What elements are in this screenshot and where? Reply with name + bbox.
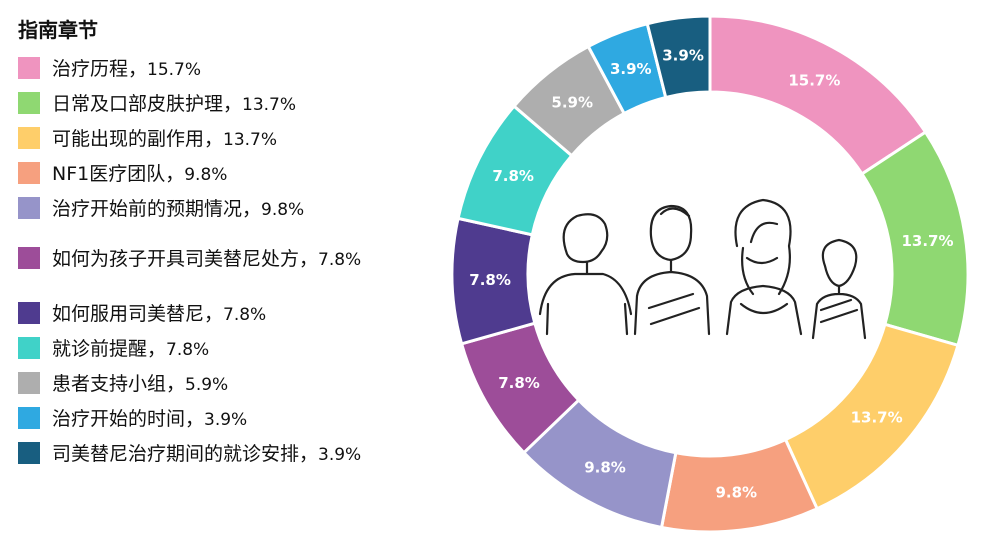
slice-label: 5.9% [551,93,593,111]
legend-category: 患者支持小组， [52,373,186,395]
legend-value: 5.9% [185,375,229,395]
slice-label: 9.8% [584,458,626,476]
family-illustration [538,198,867,340]
legend-label: 治疗历程，15.7% [52,54,201,81]
legend-swatch [18,371,40,394]
legend-category: 如何为孩子开具司美替尼处方， [52,248,319,270]
legend-value: 9.8% [184,165,228,185]
slice-label: 9.8% [715,483,757,501]
slice-label: 3.9% [662,47,704,65]
slice-label: 13.7% [851,409,903,427]
legend-item: 治疗开始前的预期情况，9.8% [18,194,304,221]
legend-swatch [18,161,40,184]
legend-value: 9.8% [261,200,305,220]
legend-label: 司美替尼治疗期间的就诊安排，3.9% [52,439,361,466]
legend-category: 治疗历程， [52,58,148,80]
legend-item: 患者支持小组，5.9% [18,369,228,396]
slice-label: 15.7% [788,71,840,89]
legend-item: 如何服用司美替尼，7.8% [18,299,266,326]
legend-label: 可能出现的副作用，13.7% [52,124,277,151]
legend-swatch [18,301,40,324]
legend-swatch [18,406,40,429]
legend-label: 治疗开始的时间，3.9% [52,404,247,431]
legend-swatch [18,91,40,114]
legend-value: 7.8% [223,305,267,325]
legend-label: 日常及口部皮肤护理，13.7% [52,89,296,116]
donut-chart: 15.7% 13.7% 13.7% 9.8% 9.8% 7.8% 7.8% 7.8% 5.9% 3… [450,14,970,534]
legend-value: 13.7% [242,95,297,115]
slice-label: 7.8% [469,271,511,289]
legend-item: 日常及口部皮肤护理，13.7% [18,89,296,116]
legend-category: NF1医疗团队， [52,163,185,185]
slice-label: 13.7% [901,232,953,250]
legend-label: 如何服用司美替尼，7.8% [52,299,266,326]
legend-item: 司美替尼治疗期间的就诊安排，3.9% [18,439,361,466]
legend-item: 可能出现的副作用，13.7% [18,124,277,151]
donut-slice [708,14,928,176]
legend-value: 3.9% [204,410,248,430]
legend-swatch [18,336,40,359]
donut-slices [450,14,970,534]
legend-value: 7.8% [166,340,210,360]
slice-label: 7.8% [492,167,534,185]
legend-item: NF1医疗团队，9.8% [18,159,227,186]
legend-value: 3.9% [318,445,362,465]
legend-category: 就诊前提醒， [52,338,167,360]
legend-title: 指南章节 [18,18,98,42]
legend-label: 患者支持小组，5.9% [52,369,228,396]
legend-item: 治疗历程，15.7% [18,54,201,81]
legend-label: 如何为孩子开具司美替尼处方，7.8% [52,244,361,271]
legend-category: 可能出现的副作用， [52,128,224,150]
donut-slice [645,14,712,100]
legend-category: 日常及口部皮肤护理， [52,93,243,115]
legend-value: 13.7% [223,130,278,150]
slice-labels: 15.7% 13.7% 13.7% 9.8% 9.8% 7.8% 7.8% 7.8% 5.9% 3… [469,47,953,502]
slice-label: 3.9% [610,60,652,78]
legend-category: 治疗开始前的预期情况， [52,198,262,220]
legend-swatch [18,126,40,149]
legend-label: NF1医疗团队，9.8% [52,159,227,186]
legend-item: 如何为孩子开具司美替尼处方，7.8% [18,244,361,271]
slice-label: 7.8% [498,374,540,392]
legend-swatch [18,441,40,464]
legend-label: 治疗开始前的预期情况，9.8% [52,194,304,221]
legend-swatch [18,56,40,79]
legend-value: 15.7% [147,60,202,80]
legend-item: 就诊前提醒，7.8% [18,334,209,361]
legend-item: 治疗开始的时间，3.9% [18,404,247,431]
legend-swatch [18,246,40,269]
legend-category: 治疗开始的时间， [52,408,205,430]
legend-category: 如何服用司美替尼， [52,303,224,325]
legend-category: 司美替尼治疗期间的就诊安排， [52,443,319,465]
legend-label: 就诊前提醒，7.8% [52,334,209,361]
legend-swatch [18,196,40,219]
legend-value: 7.8% [318,250,362,270]
